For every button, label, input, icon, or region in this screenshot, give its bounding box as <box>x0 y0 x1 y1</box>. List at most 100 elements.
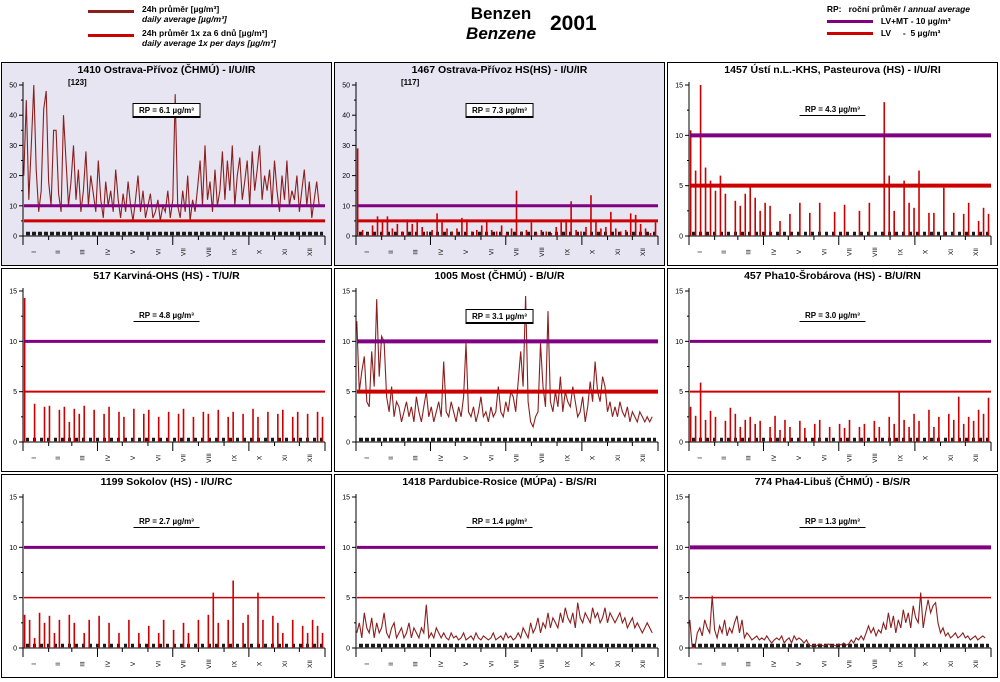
month-label: VI <box>821 661 828 667</box>
title-english: Benzene <box>466 24 536 43</box>
svg-text:15: 15 <box>9 495 17 502</box>
month-label: X <box>923 455 930 460</box>
chart-title: 1418 Pardubice-Rosice (MÚPa) - B/S/RI <box>402 476 597 488</box>
month-label: XII <box>640 660 647 668</box>
six-day-average-line-swatch <box>88 34 134 37</box>
month-label: XII <box>973 660 980 668</box>
month-label: VI <box>488 661 495 667</box>
month-label: IV <box>771 454 778 461</box>
svg-text:0: 0 <box>679 234 683 241</box>
annual-average-annotation: RP = 1.3 µg/m³ <box>799 515 866 529</box>
month-label: VIII <box>206 659 213 669</box>
month-label: VIII <box>539 453 546 463</box>
month-label: VIII <box>206 453 213 463</box>
month-label: IX <box>231 248 238 255</box>
y-tick-labels: 0 10 20 30 40 50 <box>9 83 17 241</box>
annual-average-annotation: RP = 4.3 µg/m³ <box>799 103 866 117</box>
month-label: IV <box>771 248 778 255</box>
month-label: XII <box>640 248 647 256</box>
legend-rp-definition: RP: roční průměr / annual average <box>827 4 970 14</box>
svg-text:10: 10 <box>675 545 683 552</box>
annual-average-annotation: RP = 2.7 µg/m³ <box>133 515 200 529</box>
svg-text:10: 10 <box>342 339 350 346</box>
y-tick-labels: 0 5 10 15 <box>9 495 17 653</box>
month-label: XI <box>948 249 955 255</box>
legend-item-lv: LV - 5 µg/m³ <box>826 28 970 38</box>
month-label: VII <box>514 660 521 668</box>
month-label: III <box>746 661 753 667</box>
month-label: V <box>796 249 803 254</box>
month-label: X <box>257 661 264 666</box>
month-label: X <box>923 661 930 666</box>
legend-item-daily-average: 24h průměr [µg/m³] daily average [µg/m³] <box>88 4 276 24</box>
month-label: IV <box>105 660 112 667</box>
svg-text:20: 20 <box>342 173 350 180</box>
svg-text:0: 0 <box>679 646 683 653</box>
svg-text:15: 15 <box>9 289 17 296</box>
data-series <box>23 84 320 221</box>
chart-panel-ostrava-privoz-hs: 1467 Ostrava-Přívoz HS(HS) - I/U/IR [117… <box>334 62 665 266</box>
month-label: VI <box>488 455 495 461</box>
month-label: IX <box>897 660 904 667</box>
month-label: II <box>388 250 395 254</box>
daily-average-line-swatch <box>88 10 134 13</box>
rp-label-cs: roční průměr / <box>848 4 909 14</box>
month-label: VII <box>514 248 521 256</box>
lvmt-label: LV+MT - 10 µg/m³ <box>880 16 951 26</box>
month-label: II <box>388 456 395 460</box>
month-label: V <box>130 661 137 666</box>
title-czech: Benzen <box>470 4 532 23</box>
month-label: IV <box>105 248 112 255</box>
month-axis: I II III IV V VI VII VIII IX X XI XII <box>355 236 659 257</box>
month-label: XII <box>307 248 314 256</box>
y-tick-labels: 0 5 10 15 <box>675 289 683 447</box>
chart-title: 774 Pha4-Libuš (ČHMÚ) - B/S/R <box>754 476 911 488</box>
month-label: VIII <box>872 453 879 463</box>
svg-text:0: 0 <box>13 234 17 241</box>
svg-text:10: 10 <box>342 203 350 210</box>
svg-text:0: 0 <box>346 234 350 241</box>
svg-text:5: 5 <box>679 183 683 190</box>
data-series <box>23 580 324 648</box>
legend-item-lvmt: LV+MT - 10 µg/m³ <box>826 16 970 26</box>
month-label: XI <box>282 455 289 461</box>
month-label: II <box>55 456 62 460</box>
six-day-average-label-cs: 24h průměr 1x za 6 dnů [µg/m³] <box>142 28 268 38</box>
legend-left: 24h průměr [µg/m³] daily average [µg/m³]… <box>88 4 276 48</box>
svg-text:30: 30 <box>9 143 17 150</box>
chart-title: 457 Pha10-Šrobárova (HS) - B/U/RN <box>744 270 921 282</box>
chart-panel-pha10-srobarova: 457 Pha10-Šrobárova (HS) - B/U/RN RP = 3… <box>667 268 998 472</box>
month-label: I <box>697 251 704 253</box>
chart-title: 1410 Ostrava-Přívoz (ČHMÚ) - I/U/IR <box>77 64 256 76</box>
svg-text:10: 10 <box>9 339 17 346</box>
svg-text:15: 15 <box>675 495 683 502</box>
month-label: X <box>590 661 597 666</box>
month-label: VII <box>847 660 854 668</box>
month-label: V <box>130 249 137 254</box>
month-label: IX <box>231 454 238 461</box>
month-label: V <box>796 661 803 666</box>
svg-text:50: 50 <box>342 83 350 90</box>
month-label: XII <box>307 454 314 462</box>
month-label: XII <box>307 660 314 668</box>
month-label: II <box>721 662 728 666</box>
daily-average-label-en: daily average [µg/m³] <box>142 14 227 24</box>
month-label: X <box>257 455 264 460</box>
svg-text:0: 0 <box>13 440 17 447</box>
y-tick-labels: 0 5 10 15 <box>675 83 683 241</box>
svg-text:10: 10 <box>675 133 683 140</box>
y-tick-labels: 0 5 10 15 <box>342 495 350 653</box>
data-series <box>689 85 990 236</box>
month-label: III <box>80 249 87 255</box>
title-year: 2001 <box>549 12 597 35</box>
y-tick-labels: 0 5 10 15 <box>9 289 17 447</box>
month-label: III <box>413 455 420 461</box>
month-label: II <box>721 250 728 254</box>
month-label: I <box>31 457 38 459</box>
month-axis: I II III IV V VI VII VIII IX X XI XII <box>22 648 326 669</box>
